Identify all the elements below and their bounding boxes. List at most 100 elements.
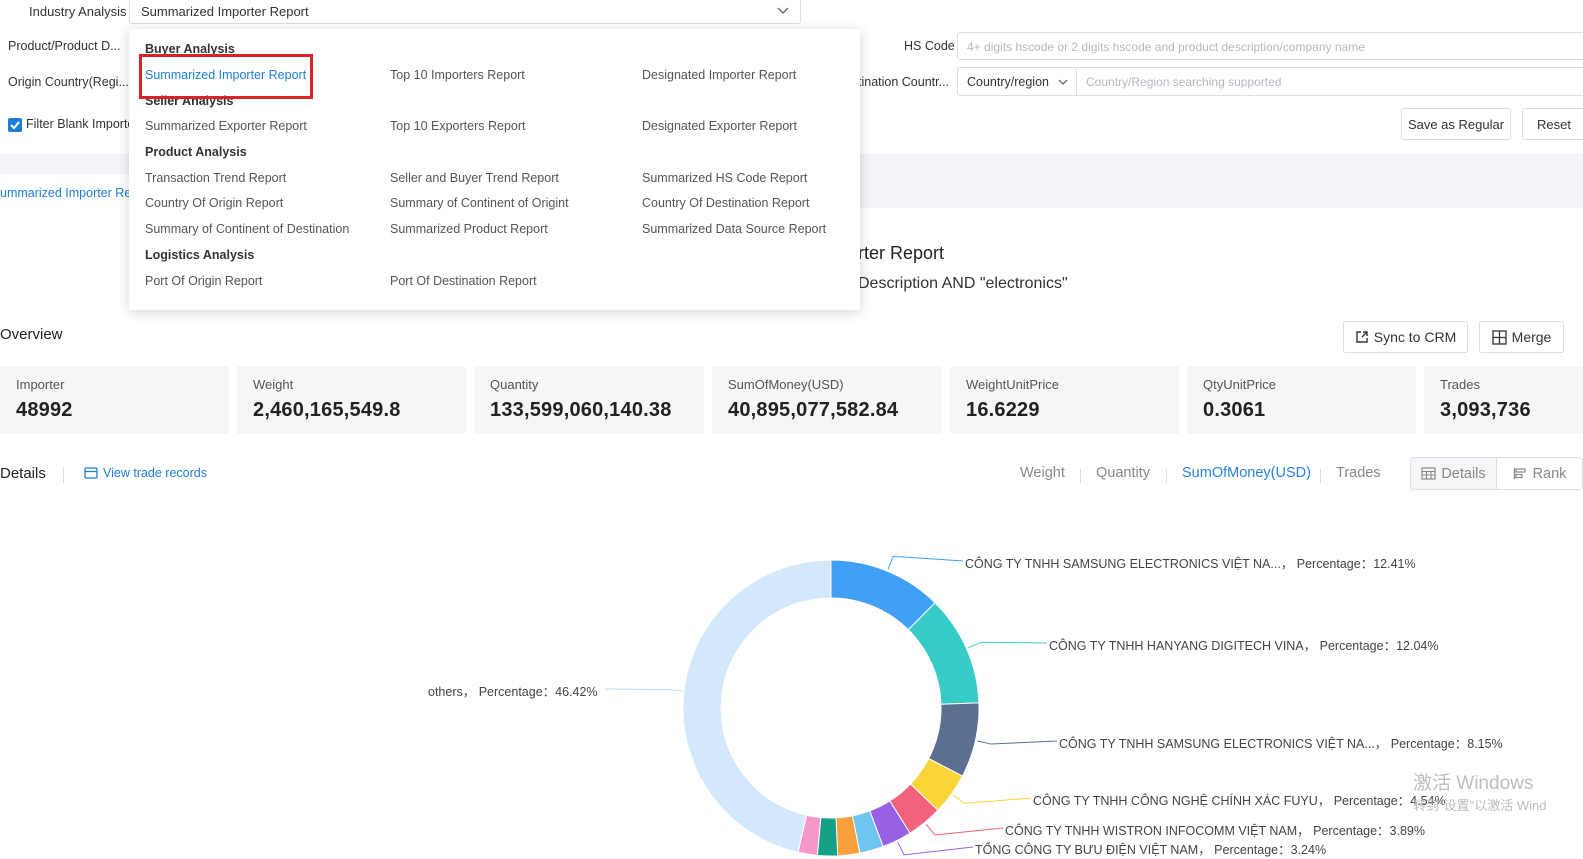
pie-label-slice-1: CÔNG TY TNHH SAMSUNG ELECTRONICS VIỆT NA… [965,557,1416,571]
hs-code-placeholder: 4+ digits hscode or 2 digits hscode and … [967,40,1365,54]
product-label: Product/Product D... [8,39,121,53]
menu-header-logistics: Logistics Analysis [145,248,255,262]
stat-card-key: Weight [253,377,294,392]
stat-card-sum-of-money: SumOfMoney(USD) 40,895,077,582.84 [712,366,942,434]
stat-card-value: 0.3061 [1203,399,1266,421]
report-dropdown-menu: Buyer Analysis Summarized Importer Repor… [129,29,860,310]
menu-item-continent-of-origin[interactable]: Summary of Continent of Origint [390,196,569,210]
view-rank-label: Rank [1532,465,1567,482]
pie-leader-line [897,842,974,856]
merge-label: Merge [1511,329,1552,345]
pie-label-slice-2: CÔNG TY TNHH HANYANG DIGITECH VINA， Perc… [1049,639,1439,653]
menu-item-summarized-importer[interactable]: Summarized Importer Report [145,68,307,82]
metric-separator [1080,469,1081,483]
filter-blank-checkbox[interactable] [8,118,22,132]
chevron-down-icon [777,7,789,14]
stat-card-key: QtyUnitPrice [1203,377,1276,392]
pie-label-others: others， Percentage：46.42% [428,685,598,699]
pie-label-slice-3: CÔNG TY TNHH SAMSUNG ELECTRONICS VIỆT NA… [1059,737,1503,751]
filter-blank-label: Filter Blank Importe [26,117,135,131]
menu-item-top10-exporters[interactable]: Top 10 Exporters Report [390,119,526,133]
stat-card-value: 2,460,165,549.8 [253,399,401,421]
stat-card-key: Importer [16,377,65,392]
pie-leader-line [887,555,964,570]
stat-card-key: Trades [1440,377,1480,392]
sync-to-crm-button[interactable]: Sync to CRM [1343,321,1468,353]
menu-item-transaction-trend[interactable]: Transaction Trend Report [145,171,287,185]
rank-icon [1513,468,1526,479]
hs-code-label: HS Code [904,39,955,53]
view-details-label: Details [1441,465,1486,482]
report-tab[interactable]: ummarized Importer Re [0,174,131,208]
export-icon [1356,331,1368,343]
stat-card-key: Quantity [490,377,539,392]
merge-icon [1492,329,1507,345]
menu-item-summarized-exporter[interactable]: Summarized Exporter Report [145,119,307,133]
country-region-value: Country/region [967,75,1049,89]
stat-card-value: 48992 [16,399,73,421]
metric-tab-sum-of-money[interactable]: SumOfMoney(USD) [1182,465,1311,481]
menu-item-designated-importer[interactable]: Designated Importer Report [642,68,797,82]
stat-card-value: 133,599,060,140.38 [490,399,672,421]
pie-slice[interactable] [682,559,832,853]
country-region-select[interactable]: Country/region [957,67,1077,96]
view-trade-records-label: View trade records [103,466,207,480]
report-type-select[interactable]: Summarized Importer Report [129,0,801,24]
details-title: Details [0,465,46,482]
menu-item-seller-buyer-trend[interactable]: Seller and Buyer Trend Report [390,171,559,185]
save-as-regular-button[interactable]: Save as Regular [1401,108,1511,140]
menu-item-port-of-destination[interactable]: Port Of Destination Report [390,274,537,288]
country-search-input[interactable]: Country/Region searching supported [1076,67,1583,96]
menu-item-summarized-data-source[interactable]: Summarized Data Source Report [642,222,827,236]
stat-card-weight: Weight 2,460,165,549.8 [237,366,466,434]
pie-label-slice-4: CÔNG TY TNHH CÔNG NGHỆ CHÍNH XÁC FUYU， P… [1033,794,1446,808]
metric-tab-quantity[interactable]: Quantity [1096,465,1150,481]
menu-item-top10-importers[interactable]: Top 10 Importers Report [390,68,525,82]
menu-item-port-of-origin[interactable]: Port Of Origin Report [145,274,263,288]
menu-item-summarized-hs-code[interactable]: Summarized HS Code Report [642,171,808,185]
menu-item-summarized-product[interactable]: Summarized Product Report [390,222,548,236]
reset-button[interactable]: Reset [1522,108,1583,140]
stat-card-trades: Trades 3,093,736 [1424,366,1583,434]
details-divider [63,467,64,483]
watermark-line-1: 激活 Windows [1413,773,1534,794]
metric-tab-trades[interactable]: Trades [1336,465,1381,481]
stat-card-key: WeightUnitPrice [966,377,1059,392]
menu-header-product: Product Analysis [145,145,247,159]
menu-item-continent-of-destination[interactable]: Summary of Continent of Destination [145,222,350,236]
view-rank-button[interactable]: Rank [1496,457,1583,490]
stat-card-key: SumOfMoney(USD) [728,377,844,392]
stat-card-weight-unit-price: WeightUnitPrice 16.6229 [950,366,1179,434]
view-trade-records-link[interactable]: View trade records [84,466,207,480]
pie-label-slice-5: CÔNG TY TNHH WISTRON INFOCOMM VIỆT NAM， … [1005,824,1425,838]
stat-card-qty-unit-price: QtyUnitPrice 0.3061 [1187,366,1416,434]
pie-leader-line [977,740,1058,745]
stat-card-quantity: Quantity 133,599,060,140.38 [474,366,704,434]
view-details-button[interactable]: Details [1410,457,1497,490]
report-title: rter Report [858,243,945,263]
report-type-value: Summarized Importer Report [141,4,309,19]
origin-country-label: Origin Country(Regi... [8,75,129,89]
metric-separator [1320,469,1321,483]
highlight-box [139,54,313,99]
records-icon [84,467,98,479]
overview-title: Overview [0,326,63,343]
metric-tab-weight[interactable]: Weight [1020,465,1065,481]
menu-item-designated-exporter[interactable]: Designated Exporter Report [642,119,797,133]
menu-item-country-of-destination[interactable]: Country Of Destination Report [642,196,810,210]
watermark-line-2: 转到"设置"以激活 Wind [1413,798,1547,813]
country-search-placeholder: Country/Region searching supported [1086,75,1282,89]
pie-leader-line [952,794,1032,804]
menu-header-buyer: Buyer Analysis [145,42,235,56]
merge-button[interactable]: Merge [1479,321,1564,353]
check-icon [10,121,20,130]
sync-to-crm-label: Sync to CRM [1373,329,1457,345]
hs-code-input[interactable]: 4+ digits hscode or 2 digits hscode and … [957,32,1583,60]
table-icon [1421,467,1436,480]
metric-separator [1166,469,1167,483]
menu-item-country-of-origin[interactable]: Country Of Origin Report [145,196,284,210]
pie-leader-line [604,688,683,692]
stat-card-value: 40,895,077,582.84 [728,399,899,421]
pie-leader-line [968,641,1048,649]
